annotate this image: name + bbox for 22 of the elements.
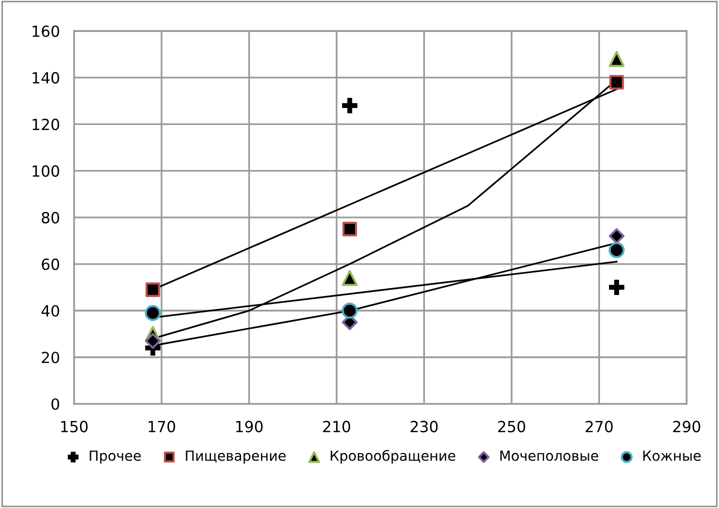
y-tick-label: 60 [42, 258, 60, 270]
y-tick-label: 20 [42, 352, 60, 364]
x-tick-label: 230 [410, 420, 438, 432]
x-tick-label: 150 [61, 420, 88, 432]
x-tick-label: 270 [586, 420, 613, 432]
legend-label: Кожные [643, 450, 701, 461]
x-tick-label: 250 [498, 420, 526, 432]
x-tick-label: 170 [148, 420, 176, 432]
y-tick-label: 100 [32, 165, 60, 177]
x-tick-label: 210 [323, 420, 350, 432]
y-tick-label: 140 [32, 72, 60, 84]
y-tick-label: 80 [42, 212, 60, 224]
y-tick-label: 40 [41, 305, 60, 317]
legend-label: Мочеполовые [500, 450, 598, 461]
legend-label: Кровообращение [330, 450, 456, 464]
y-tick-label: 160 [32, 25, 60, 38]
x-tick-label: 290 [673, 420, 700, 432]
y-tick-label: 0 [51, 398, 60, 410]
y-tick-label: 120 [32, 118, 60, 130]
legend-label: Прочее [90, 450, 141, 464]
legend-label: Пищеварение [186, 450, 286, 464]
x-tick-label: 190 [236, 420, 263, 432]
